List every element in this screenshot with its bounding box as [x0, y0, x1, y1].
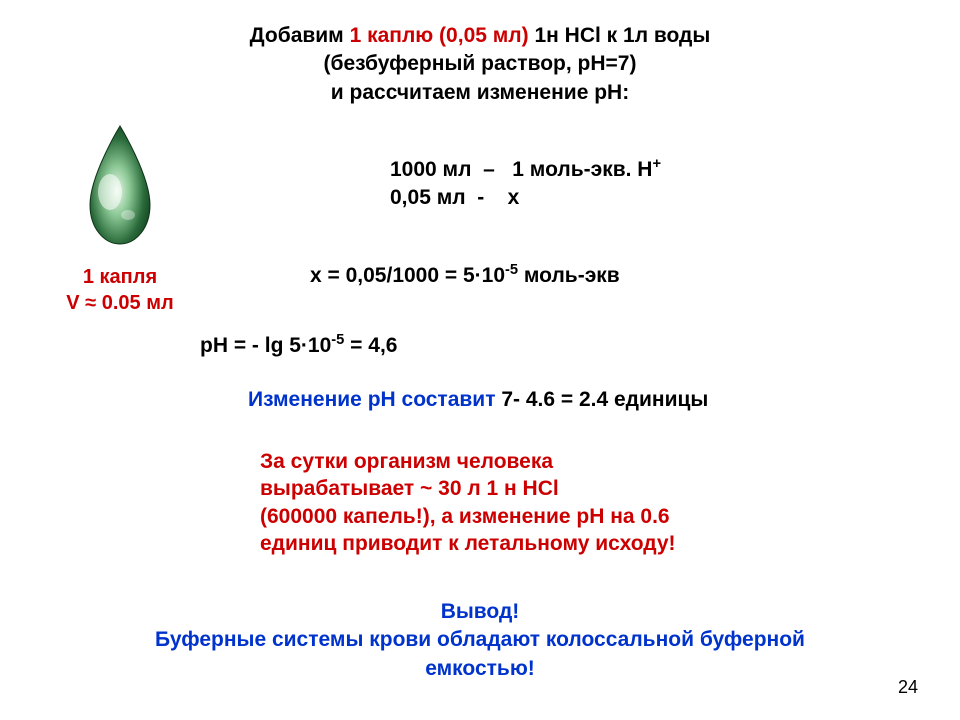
- body-l2: вырабатывает ~ 30 л 1 н HCl: [260, 475, 676, 502]
- water-drop-icon: [70, 120, 170, 250]
- body-fact-block: За сутки организм человека вырабатывает …: [260, 448, 676, 557]
- header-line-1: Добавим 1 каплю (0,05 мл) 1н HCl к 1л во…: [0, 22, 960, 50]
- x-result-line: х = 0,05/1000 = 5·10-5 моль-экв: [310, 262, 620, 288]
- body-l1: За сутки организм человека: [260, 448, 676, 475]
- x-sup: -5: [505, 262, 518, 278]
- ph-pre: рН = - lg 5·10: [200, 334, 331, 357]
- change-pre: Изменение рН составит: [248, 388, 501, 411]
- prop-r1-right-pre: 1 моль-экв. H: [512, 158, 652, 181]
- ph-result-line: рН = - lg 5·10-5 = 4,6: [200, 332, 397, 358]
- header-line-3: и рассчитаем изменение рН:: [0, 79, 960, 107]
- header-l1-pre: Добавим: [250, 24, 350, 47]
- ph-sup: -5: [331, 332, 344, 348]
- header-block: Добавим 1 каплю (0,05 мл) 1н HCl к 1л во…: [0, 0, 960, 107]
- body-l4: единиц приводит к летальному исходу!: [260, 530, 676, 557]
- drop-caption-l2: V ≈ 0.05 мл: [40, 290, 200, 316]
- prop-r2-sep: -: [466, 186, 508, 209]
- drop-caption-l1: 1 капля: [40, 264, 200, 290]
- prop-r1-sup: +: [652, 156, 661, 172]
- proportion-row-2: 0,05 мл - х: [390, 184, 661, 212]
- prop-r2-left: 0,05 мл: [390, 186, 466, 209]
- conclusion-block: Вывод! Буферные системы крови обладают к…: [0, 598, 960, 683]
- change-black: 7- 4.6 = 2.4 единицы: [501, 388, 708, 411]
- prop-r1-left: 1000 мл: [390, 158, 471, 181]
- prop-r1-sep: –: [471, 158, 512, 181]
- ph-change-line: Изменение рН составит 7- 4.6 = 2.4 едини…: [248, 388, 708, 412]
- conclusion-l2: Буферные системы крови обладают колоссал…: [0, 626, 960, 654]
- ph-post: = 4,6: [344, 334, 397, 357]
- body-l3: (600000 капель!), а изменение рН на 0.6: [260, 503, 676, 530]
- conclusion-l3: емкостью!: [0, 655, 960, 683]
- drop-caption: 1 капля V ≈ 0.05 мл: [40, 264, 200, 316]
- page-number: 24: [898, 677, 918, 698]
- prop-r2-right: х: [508, 186, 520, 209]
- header-line-2: (безбуферный раствор, рН=7): [0, 50, 960, 78]
- proportion-row-1: 1000 мл – 1 моль-экв. H+: [390, 155, 661, 184]
- x-post: моль-экв: [518, 264, 620, 287]
- conclusion-l1: Вывод!: [0, 598, 960, 626]
- header-l1-post: 1н HCl к 1л воды: [534, 24, 710, 47]
- x-pre: х = 0,05/1000 = 5·10: [310, 264, 505, 287]
- header-l1-red: 1 каплю (0,05 мл): [350, 24, 535, 47]
- proportion-block: 1000 мл – 1 моль-экв. H+ 0,05 мл - х: [390, 155, 661, 213]
- drop-area: 1 капля V ≈ 0.05 мл: [40, 120, 200, 316]
